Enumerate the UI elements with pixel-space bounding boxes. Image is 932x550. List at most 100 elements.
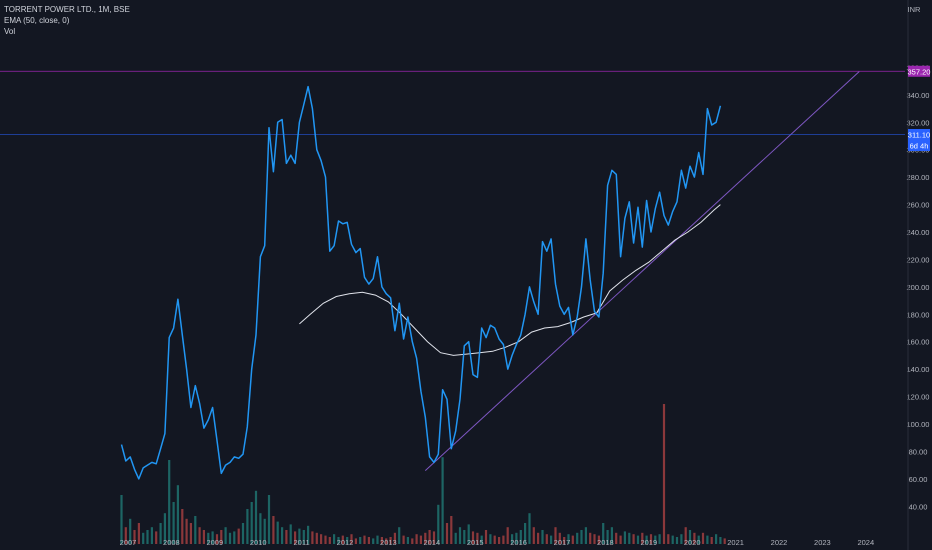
volume-bar: [428, 530, 431, 544]
time-axis[interactable]: 2007 2008 2009 2010 2011 2012 2013 2014 2015 2016…: [120, 538, 874, 547]
volume-bar: [311, 531, 314, 544]
volume-bar: [723, 538, 726, 544]
volume-bar: [285, 530, 288, 544]
volume-bar: [254, 490, 258, 544]
volume-bar: [237, 528, 240, 544]
ema-line-layer: [299, 204, 721, 356]
last-price-label: 311.10: [908, 130, 930, 139]
volume-bar: [124, 527, 127, 544]
price-line: [120, 85, 722, 480]
currency-label: INR: [908, 5, 922, 14]
trendline-layer[interactable]: [424, 71, 860, 471]
x-tick-label: 2010: [250, 538, 267, 547]
volume-bar: [181, 509, 184, 544]
legend-symbol[interactable]: TORRENT POWER LTD., 1M, BSE: [4, 5, 130, 14]
legend-vol[interactable]: Vol: [4, 27, 16, 36]
y-tick-label: 220.00: [907, 255, 930, 264]
volume-bar: [580, 530, 583, 544]
volume-bar: [137, 523, 140, 544]
volume-bar: [354, 538, 357, 544]
support-trendline[interactable]: [424, 71, 860, 471]
volume-bar: [576, 532, 579, 544]
volume-bar: [367, 537, 370, 544]
volume-bar: [480, 535, 483, 544]
y-tick-label: 60.00: [909, 475, 928, 484]
x-tick-label: 2009: [206, 538, 223, 547]
volume-bar: [532, 527, 535, 544]
volume-bar: [437, 504, 440, 544]
volume-bar: [172, 502, 175, 544]
volume-bar: [454, 532, 457, 544]
volume-bar: [298, 528, 301, 544]
volume-bar: [706, 535, 709, 544]
y-tick-label: 160.00: [907, 338, 930, 347]
volume-bar: [671, 535, 674, 544]
volume-bar: [515, 532, 518, 544]
volume-bar: [424, 532, 427, 544]
volume-bar: [241, 523, 245, 544]
volume-bar: [571, 535, 574, 544]
volume-bar: [476, 532, 479, 544]
volume-bar: [506, 527, 509, 544]
horizontal-lines[interactable]: [0, 70, 905, 135]
x-tick-label: 2015: [467, 538, 484, 547]
volume-bar: [328, 537, 331, 544]
volume-bar: [189, 523, 192, 544]
y-tick-label: 140.00: [907, 365, 930, 374]
volume-bar: [372, 538, 375, 544]
volume-bar: [419, 535, 422, 544]
volume-bar: [337, 537, 340, 544]
volume-bar: [341, 535, 344, 544]
volume-bar: [511, 534, 514, 544]
y-tick-label: 320.00: [907, 118, 930, 127]
x-tick-label: 2007: [120, 538, 137, 547]
volume-bar: [684, 527, 687, 544]
y-tick-label: 340.00: [907, 91, 930, 100]
volume-bar: [380, 537, 383, 544]
volume-bar: [597, 535, 600, 544]
volume-bar: [155, 531, 158, 544]
volume-bar: [333, 534, 336, 544]
price-tags: 357.20 311.10 6d 4h: [908, 65, 930, 151]
resistance-price-tag: [908, 65, 930, 77]
volume-bar: [363, 535, 366, 544]
legend-ema[interactable]: EMA (50, close, 0): [4, 16, 70, 25]
volume-bar: [228, 532, 232, 544]
x-tick-label: 2024: [857, 538, 874, 547]
volume-bar: [168, 460, 171, 544]
volume-bar: [649, 534, 653, 544]
volume-bar: [324, 535, 327, 544]
volume-bar: [129, 518, 132, 544]
volume-bar: [693, 532, 696, 544]
volume-bar: [185, 518, 188, 544]
volume-bar: [302, 530, 305, 544]
volume-bar: [350, 534, 353, 544]
volume-bar: [159, 523, 162, 544]
volume-bar: [272, 516, 275, 544]
volume-bar: [406, 537, 409, 544]
volume-bar: [315, 532, 318, 544]
volume-bar: [610, 527, 613, 544]
volume-bar: [467, 524, 470, 544]
volume-bar: [385, 538, 388, 544]
volume-bar: [719, 537, 722, 544]
y-tick-label: 280.00: [907, 173, 930, 182]
volume-bar: [645, 535, 648, 544]
volume-bar: [584, 527, 587, 544]
volume-bar: [376, 535, 379, 544]
volume-bar: [701, 532, 705, 544]
volume-bar: [267, 495, 271, 544]
x-tick-label: 2021: [727, 538, 744, 547]
volume-bar: [489, 534, 492, 544]
x-tick-label: 2016: [510, 538, 527, 547]
volume-bar: [320, 534, 323, 544]
x-tick-label: 2011: [294, 538, 310, 547]
x-tick-label: 2019: [640, 538, 657, 547]
volume-bar: [281, 527, 284, 544]
volume-bar: [202, 530, 205, 544]
volume-bar: [346, 537, 349, 544]
volume-bar: [484, 530, 488, 544]
volume-bar: [524, 523, 527, 544]
volume-bar: [441, 457, 444, 544]
